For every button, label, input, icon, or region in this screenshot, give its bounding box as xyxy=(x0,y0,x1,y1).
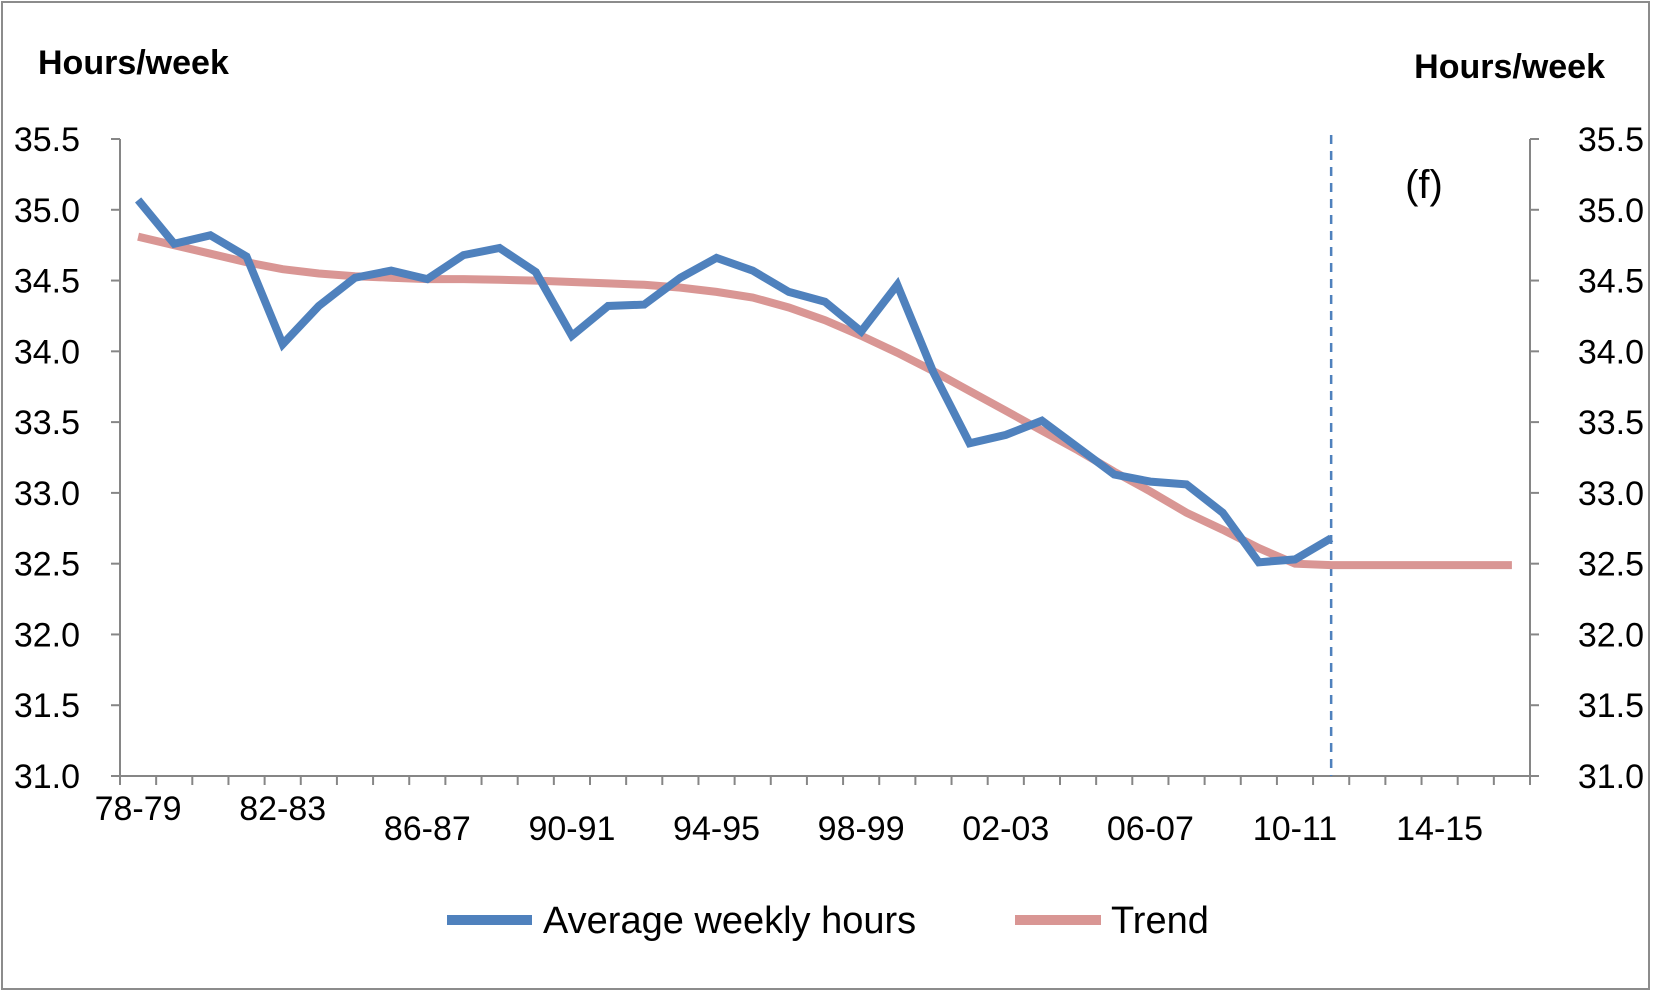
x-tick-label: 14-15 xyxy=(1396,810,1483,848)
right-y-tick-label: 34.5 xyxy=(1578,263,1644,301)
left-y-tick-label: 33.5 xyxy=(14,404,80,442)
tick-marks xyxy=(111,138,1539,785)
right-y-tick-label: 32.0 xyxy=(1578,616,1644,654)
left-y-tick-label: 31.0 xyxy=(14,758,80,796)
right-y-tick-label: 32.5 xyxy=(1578,546,1644,584)
right-unit-label: Hours/week xyxy=(1414,48,1605,86)
x-tick-label: 02-03 xyxy=(962,810,1049,848)
left-y-tick-label: 35.0 xyxy=(14,192,80,230)
x-tick-label: 10-11 xyxy=(1253,810,1337,848)
x-tick-label: 78-79 xyxy=(95,790,182,828)
right-y-tick-label: 33.5 xyxy=(1578,404,1644,442)
x-tick-label: 98-99 xyxy=(818,810,905,848)
left-y-tick-label: 34.5 xyxy=(14,263,80,301)
x-tick-label: 82-83 xyxy=(239,790,326,828)
x-tick-label: 94-95 xyxy=(673,810,760,848)
x-tick-label: 90-91 xyxy=(528,810,615,848)
x-tick-label: 06-07 xyxy=(1107,810,1194,848)
axes xyxy=(119,139,1531,777)
left-y-tick-label: 31.5 xyxy=(14,687,80,725)
right-y-tick-label: 35.5 xyxy=(1578,121,1644,159)
left-y-tick-label: 32.0 xyxy=(14,616,80,654)
right-y-tick-label: 31.0 xyxy=(1578,758,1644,796)
right-y-axis-labels: 31.0 31.5 32.0 32.5 33.0 33.5 34.0 34.5 35.0 35.5 xyxy=(1578,121,1644,796)
left-y-axis-labels: 31.0 31.5 32.0 32.5 33.0 33.5 34.0 34.5 35.0 35.5 xyxy=(14,121,80,796)
legend-label-trend: Trend xyxy=(1111,900,1209,942)
x-tick-label: 86-87 xyxy=(384,810,471,848)
series-line-average-weekly-hours xyxy=(135,197,1334,567)
left-y-tick-label: 35.5 xyxy=(14,121,80,159)
annotation-f: (f) xyxy=(1405,163,1443,207)
right-y-tick-label: 33.0 xyxy=(1578,475,1644,513)
left-unit-label: Hours/week xyxy=(38,44,229,82)
x-axis-labels: 78-79 82-83 86-87 90-91 94-95 98-99 02-03 06-07… xyxy=(95,790,1484,848)
legend-label-average-weekly-hours: Average weekly hours xyxy=(543,900,916,942)
right-y-tick-label: 34.0 xyxy=(1578,333,1644,371)
left-y-tick-label: 32.5 xyxy=(14,546,80,584)
left-y-tick-label: 34.0 xyxy=(14,333,80,371)
right-y-tick-label: 31.5 xyxy=(1578,687,1644,725)
legend: Average weekly hours Trend xyxy=(447,900,1209,942)
series-lines xyxy=(135,197,1512,570)
right-y-tick-label: 35.0 xyxy=(1578,192,1644,230)
left-y-tick-label: 33.0 xyxy=(14,475,80,513)
